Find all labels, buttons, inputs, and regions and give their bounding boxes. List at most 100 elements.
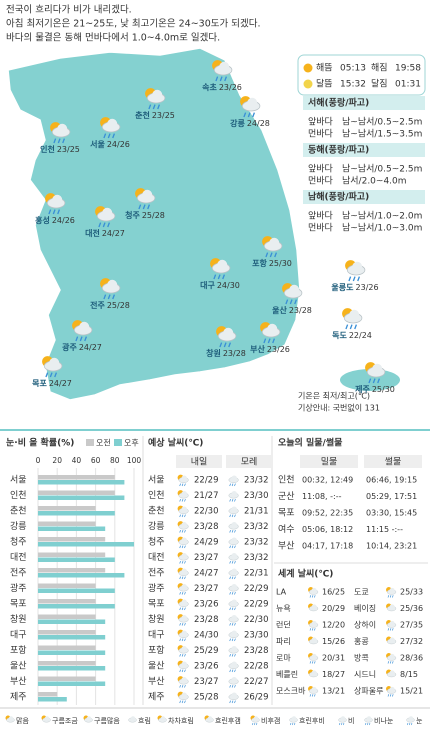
icon-rain	[231, 498, 234, 502]
icon-cloud	[181, 491, 187, 497]
sea-value: 남~남서/0.5~2.5m	[342, 164, 422, 175]
icon-rain	[372, 378, 376, 384]
column-header-bg	[300, 455, 358, 468]
icon-rain	[179, 576, 181, 580]
icon-rain	[229, 576, 231, 580]
sun-moon-box	[297, 54, 426, 96]
category-label: 부산	[10, 676, 27, 687]
icon-cloud	[231, 506, 237, 512]
icon-rain	[234, 591, 236, 595]
tide-time: 00:32, 12:49	[302, 476, 353, 485]
icon-rain	[231, 576, 234, 580]
bar	[38, 573, 125, 578]
city-name: 군산	[278, 491, 295, 502]
temp: 23/32	[244, 538, 269, 548]
icon-rain	[57, 209, 61, 215]
temp: 25/29	[194, 646, 219, 656]
bar	[38, 480, 125, 485]
legend-label: 오전	[96, 438, 111, 448]
icon-cloud	[291, 716, 297, 721]
sea-title: 동해(풍랑/파고)	[308, 144, 369, 156]
city-label: 독도 22/24	[332, 331, 372, 340]
icon-cloud	[231, 677, 237, 683]
icon-rain	[179, 514, 181, 518]
city-name: 제주	[355, 384, 370, 394]
icon-rain	[410, 722, 413, 726]
bar	[38, 614, 96, 619]
temp: 23/27	[194, 553, 219, 563]
icon-rain	[377, 378, 381, 384]
temp: 12/20	[322, 621, 345, 630]
city-name: 부산	[278, 541, 295, 552]
bar	[38, 645, 96, 650]
weather-icon	[228, 661, 239, 673]
weather-icon	[50, 122, 71, 144]
icon-rain	[234, 607, 236, 611]
weather-icon	[177, 629, 189, 642]
sea-label: 먼바다	[308, 129, 334, 140]
icon-rain	[213, 274, 217, 280]
icon-cloud	[207, 716, 213, 721]
icon-cloud	[49, 357, 60, 368]
temp: 22/29	[244, 584, 269, 594]
legend-label: 구름조금	[52, 717, 78, 725]
icon-rain	[184, 545, 186, 549]
weather-icon	[406, 716, 415, 726]
icon-rain	[231, 638, 234, 642]
icon-rain	[345, 324, 349, 330]
category-label: 포항	[10, 645, 27, 656]
temp: 21/27	[194, 491, 219, 501]
tide-time: 04:17, 17:18	[302, 542, 353, 551]
city-label: 울릉도 23/26	[331, 282, 378, 292]
icon-cloud	[253, 716, 259, 721]
icon-rain	[364, 722, 367, 726]
icon-rain	[107, 222, 111, 228]
city-label: 창원 23/28	[206, 348, 246, 358]
sea-title: 서해(풍랑/파고)	[308, 97, 369, 109]
city-name: 베를린	[276, 669, 298, 679]
icon-rain	[252, 112, 256, 118]
icon-cloud	[181, 522, 187, 528]
icon-rain	[184, 591, 186, 595]
bar	[38, 583, 96, 588]
bar	[38, 692, 58, 697]
temp: 25/36	[400, 604, 423, 613]
icon-rain	[243, 112, 247, 118]
icon-rain	[184, 483, 186, 487]
icon-cloud	[107, 279, 118, 290]
sun-icon	[303, 63, 313, 73]
icon-rain	[231, 591, 234, 595]
icon-rain	[366, 722, 369, 726]
weather-icon	[308, 620, 319, 631]
city-temp: 24/27	[79, 343, 102, 352]
icon-rain	[314, 595, 316, 598]
temp: 23/26	[194, 662, 219, 672]
headline: 아침 최저기온은 21~25도, 낮 최고기온은 24~30도가 되겠다.	[6, 19, 261, 30]
city-name: 홍콩	[354, 636, 369, 646]
icon-rain	[223, 342, 227, 348]
sea-label: 앞바다	[308, 116, 334, 128]
city-name: 제주	[148, 692, 165, 703]
icon-rain	[179, 529, 181, 533]
temp: 23/26	[194, 600, 219, 610]
city-label: 춘천 23/25	[135, 110, 175, 120]
temp: 22/31	[244, 569, 269, 579]
icon-rain	[338, 722, 341, 726]
legend-label: 비나눈	[374, 716, 394, 725]
icon-rain	[184, 529, 186, 533]
city-name: 춘천	[135, 110, 150, 120]
icon-cloud	[231, 491, 237, 497]
city-temp: 23/28	[223, 349, 246, 358]
icon-rain	[229, 483, 231, 487]
temp: 23/32	[244, 522, 269, 532]
bar	[38, 511, 115, 516]
weather-icon	[386, 669, 397, 678]
temp: 16/25	[322, 588, 345, 597]
city-temp: 23/26	[219, 83, 242, 92]
icon-rain	[311, 694, 314, 697]
weather-icon	[386, 620, 397, 631]
tide-time: 11:08, -:--	[302, 492, 342, 501]
icon-rain	[311, 628, 314, 631]
temp: 25/28	[194, 693, 219, 703]
icon-rain	[309, 628, 312, 631]
